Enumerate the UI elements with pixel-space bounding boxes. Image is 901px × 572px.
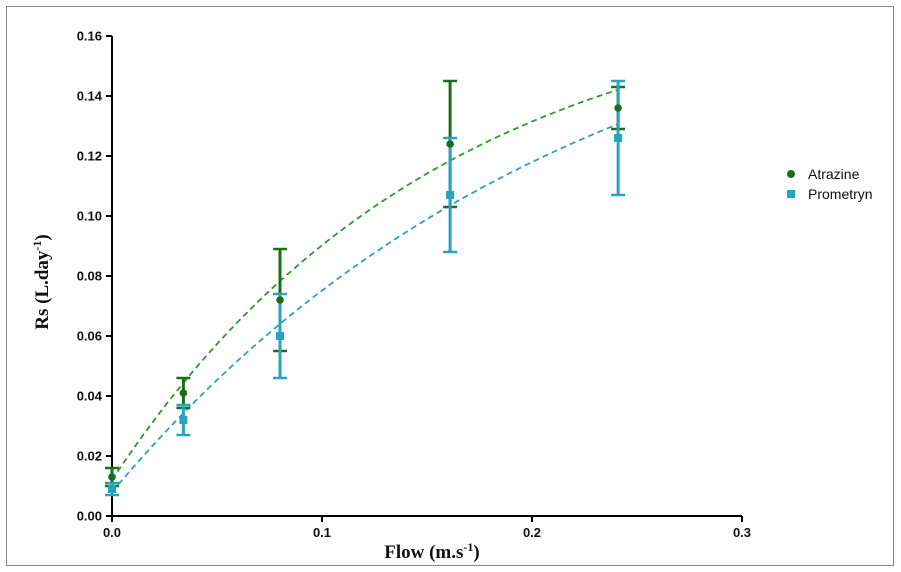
x-tick-label: 0.3 xyxy=(733,525,751,540)
y-tick-label: 0.04 xyxy=(77,389,103,404)
fit-curves xyxy=(111,88,619,493)
data-point-prometryn xyxy=(108,485,116,493)
data-point-atrazine xyxy=(614,104,622,112)
y-tick-label: 0.08 xyxy=(77,269,102,284)
x-axis-title: Flow (m.s-1) xyxy=(384,540,479,563)
legend-label-atrazine: Atrazine xyxy=(808,166,860,182)
x-ticks: 0.0 0.1 0.2 0.3 xyxy=(103,516,751,540)
fit-curve-prometryn xyxy=(111,123,619,493)
data-point-prometryn xyxy=(614,134,623,142)
axes xyxy=(111,36,742,517)
data-point-prometryn xyxy=(276,332,284,340)
data-point-atrazine xyxy=(276,296,284,304)
x-tick-label: 0.0 xyxy=(103,525,121,540)
y-tick-label: 0.06 xyxy=(77,329,102,344)
data-points xyxy=(108,104,623,493)
y-tick-label: 0.16 xyxy=(77,29,102,44)
y-tick-label: 0.14 xyxy=(77,89,103,104)
error-bars xyxy=(105,79,626,497)
x-tick-label: 0.2 xyxy=(523,525,541,540)
y-tick-label: 0.12 xyxy=(77,149,102,164)
legend: Atrazine Prometryn xyxy=(787,166,873,202)
legend-marker-atrazine xyxy=(787,170,795,178)
y-tick-label: 0.10 xyxy=(77,209,102,224)
data-point-prometryn xyxy=(179,416,188,424)
legend-label-prometryn: Prometryn xyxy=(808,186,873,202)
x-tick-label: 0.1 xyxy=(313,525,331,540)
y-ticks: 0.00 0.02 0.04 0.06 0.08 0.10 0.12 0.14 0.16 xyxy=(77,29,112,524)
y-axis-title: Rs (L.day-1) xyxy=(30,234,53,330)
fit-curve-atrazine xyxy=(111,88,619,481)
y-tick-label: 0.00 xyxy=(77,509,102,524)
data-point-atrazine xyxy=(108,473,116,481)
legend-marker-prometryn xyxy=(787,190,795,198)
data-point-prometryn xyxy=(446,191,455,199)
data-point-atrazine xyxy=(179,389,188,397)
data-point-atrazine xyxy=(446,140,454,148)
y-tick-label: 0.02 xyxy=(77,449,102,464)
